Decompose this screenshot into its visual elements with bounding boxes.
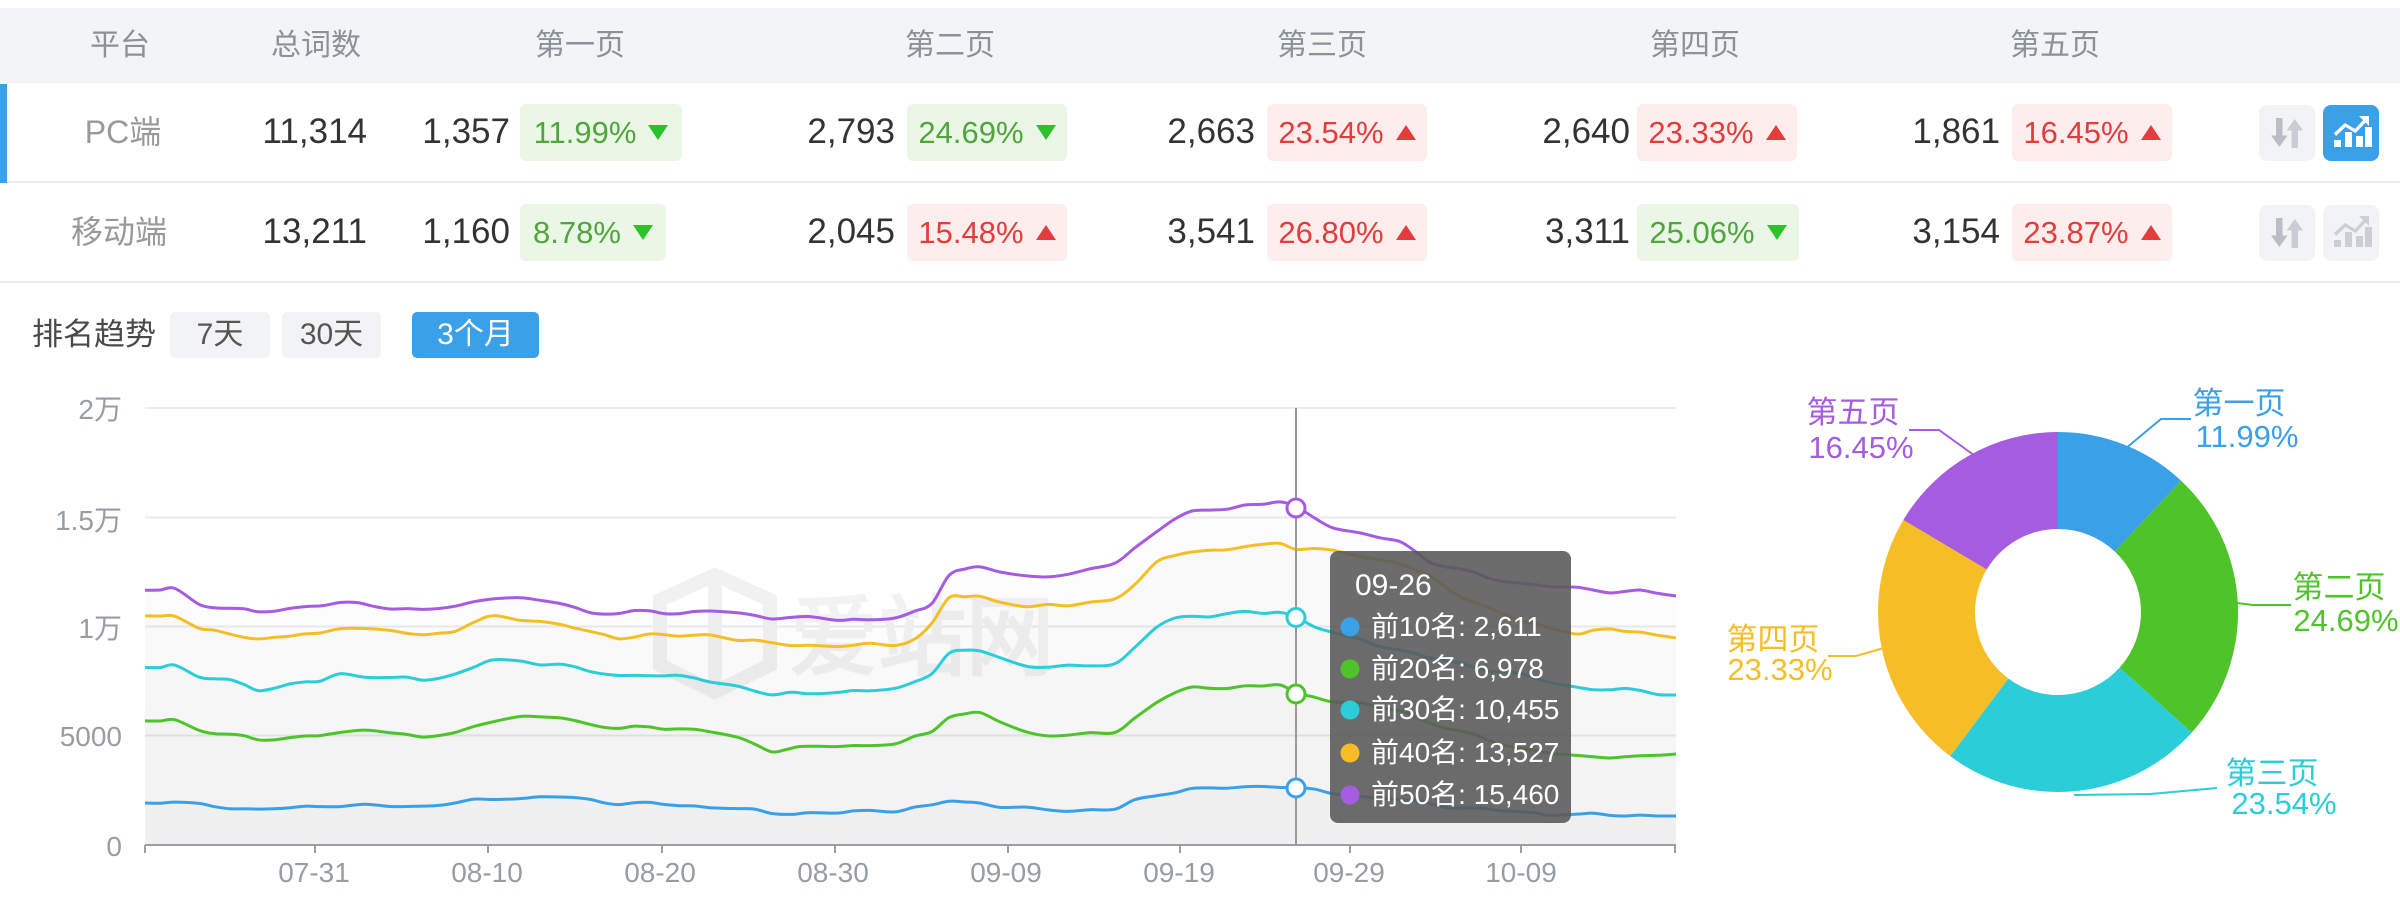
svg-text:09-26: 09-26: [1355, 569, 1432, 602]
svg-text:23.54%: 23.54%: [2231, 786, 2336, 821]
svg-text:第二页: 第二页: [2293, 570, 2386, 605]
svg-text:09-29: 09-29: [1313, 857, 1385, 888]
svg-text:08-30: 08-30: [797, 857, 869, 888]
svg-text:第五页: 第五页: [1807, 395, 1900, 430]
svg-text:1万: 1万: [78, 613, 122, 644]
svg-text:5000: 5000: [60, 721, 122, 752]
svg-text:07-31: 07-31: [278, 857, 350, 888]
svg-text:23.33%: 23.33%: [1727, 652, 1832, 687]
svg-text:前30名: 10,455: 前30名: 10,455: [1371, 694, 1559, 725]
svg-text:08-20: 08-20: [624, 857, 696, 888]
svg-text:10-09: 10-09: [1485, 857, 1557, 888]
svg-text:前50名: 15,460: 前50名: 15,460: [1371, 779, 1559, 810]
svg-text:24.69%: 24.69%: [2293, 603, 2398, 638]
svg-text:0: 0: [106, 831, 122, 862]
svg-text:前20名: 6,978: 前20名: 6,978: [1371, 653, 1544, 684]
svg-text:2万: 2万: [78, 394, 122, 425]
svg-text:第一页: 第一页: [2193, 386, 2286, 421]
svg-text:1.5万: 1.5万: [55, 505, 122, 536]
svg-text:前40名: 13,527: 前40名: 13,527: [1371, 737, 1559, 768]
svg-text:16.45%: 16.45%: [1808, 430, 1913, 465]
svg-text:08-10: 08-10: [451, 857, 523, 888]
svg-text:09-09: 09-09: [970, 857, 1042, 888]
svg-text:第三页: 第三页: [2226, 756, 2319, 791]
svg-text:09-19: 09-19: [1143, 857, 1215, 888]
svg-text:前10名: 2,611: 前10名: 2,611: [1371, 611, 1542, 642]
svg-text:11.99%: 11.99%: [2196, 419, 2299, 454]
svg-text:第四页: 第四页: [1727, 622, 1820, 657]
